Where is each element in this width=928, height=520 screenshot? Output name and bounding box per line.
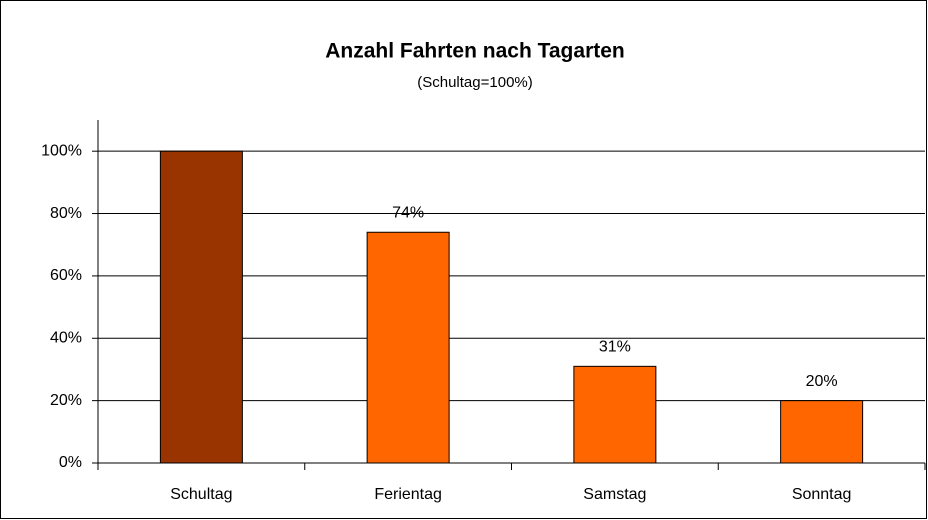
y-tick-label: 0%: [59, 454, 82, 471]
x-tick-label: Samstag: [583, 486, 646, 503]
value-label: 74%: [392, 204, 424, 221]
bar: [573, 365, 657, 464]
y-tick-label: 60%: [50, 267, 82, 284]
bar: [780, 400, 864, 464]
chart-subtitle: (Schultag=100%): [417, 74, 533, 91]
y-tick-label: 40%: [50, 329, 82, 346]
y-tick-label: 80%: [50, 205, 82, 222]
bar: [366, 231, 450, 464]
bar: [159, 150, 243, 464]
value-label: 20%: [806, 373, 838, 390]
y-tick-label: 100%: [41, 142, 82, 159]
chart-title: Anzahl Fahrten nach Tagarten: [325, 40, 625, 63]
x-tick-label: Schultag: [170, 486, 232, 503]
value-label: 31%: [599, 339, 631, 356]
x-tick-label: Sonntag: [792, 486, 852, 503]
y-tick-label: 20%: [50, 392, 82, 409]
x-tick-label: Ferientag: [374, 486, 442, 503]
